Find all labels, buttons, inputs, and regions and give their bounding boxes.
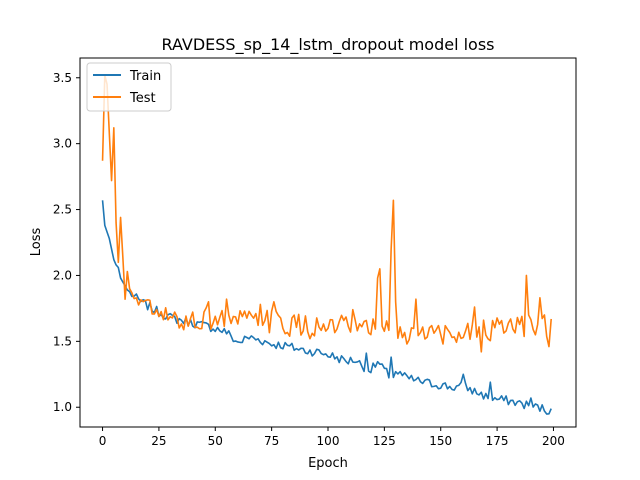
x-tick-label: 150	[429, 434, 452, 448]
y-tick-label: 1.0	[53, 400, 72, 414]
x-tick-label: 0	[99, 434, 107, 448]
x-tick-label: 25	[151, 434, 166, 448]
x-tick-label: 50	[208, 434, 223, 448]
chart-title: RAVDESS_sp_14_lstm_dropout model loss	[162, 35, 495, 55]
y-tick-label: 1.5	[53, 334, 72, 348]
x-tick-label: 125	[373, 434, 396, 448]
x-tick-label: 100	[317, 434, 340, 448]
y-tick-label: 3.5	[53, 71, 72, 85]
y-tick-label: 3.0	[53, 137, 72, 151]
y-tick-label: 2.5	[53, 203, 72, 217]
series-line-test	[101, 74, 552, 353]
series-layer	[101, 74, 552, 415]
y-axis-label: Loss	[29, 228, 44, 257]
y-tick-label: 2.0	[53, 268, 72, 282]
x-tick-label: 200	[542, 434, 565, 448]
x-tick-label: 175	[486, 434, 509, 448]
x-axis-ticks: 0 25 50 75 100 125 150 175 200	[99, 427, 565, 448]
plot-area: 0 25 50 75 100 125 150 175 200 1.0 1.5 2.0 2.5 3.0 3.…	[53, 57, 577, 448]
legend: Train Test	[86, 62, 172, 112]
y-axis-ticks: 1.0 1.5 2.0 2.5 3.0 3.5	[53, 71, 80, 414]
legend-label-test: Test	[129, 91, 156, 106]
legend-label-train: Train	[129, 69, 161, 84]
x-axis-label: Epoch	[308, 456, 348, 471]
x-tick-label: 75	[264, 434, 279, 448]
